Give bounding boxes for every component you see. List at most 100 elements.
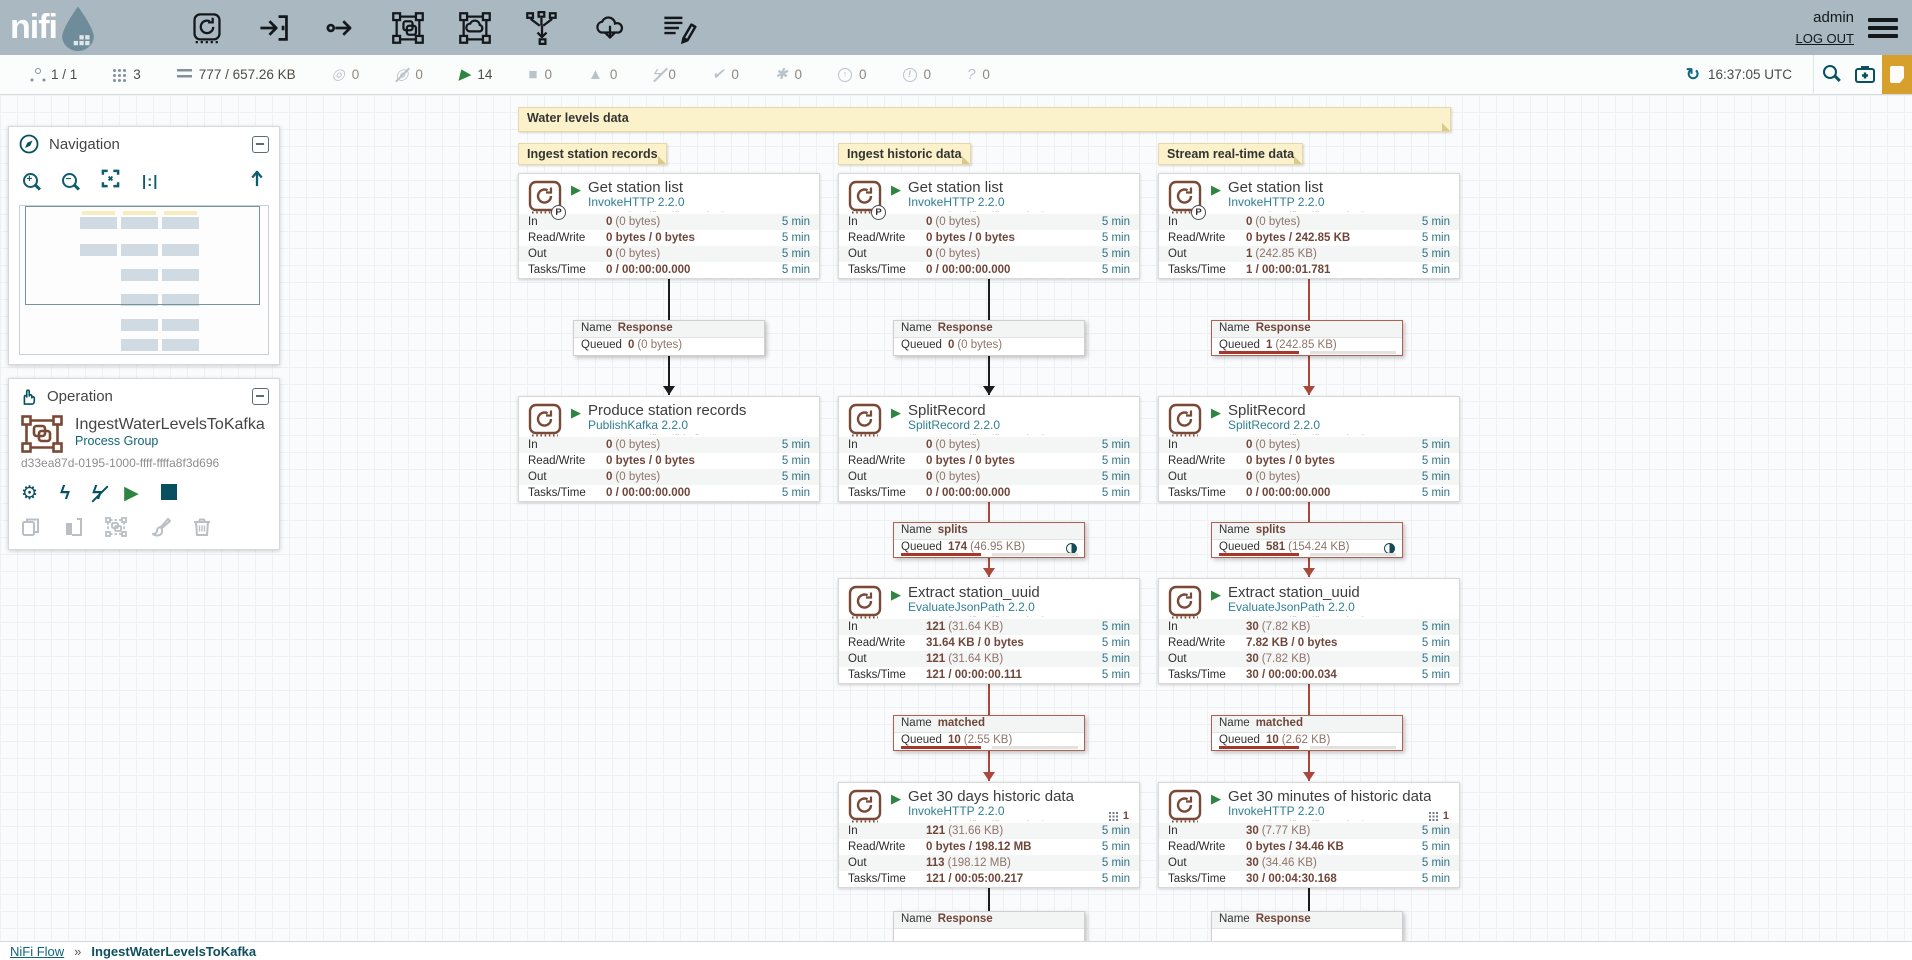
stat-row-read-write: Read/Write 0 bytes / 0 bytes 5 min bbox=[1168, 455, 1450, 467]
zoom-in-button[interactable]: + bbox=[23, 172, 40, 190]
delete-button[interactable] bbox=[193, 517, 211, 542]
collapse-navigation-button[interactable] bbox=[252, 135, 269, 153]
stat-row-read-write: Read/Write 0 bytes / 0 bytes 5 min bbox=[848, 232, 1130, 244]
remote-process-group-tool-icon[interactable] bbox=[458, 11, 492, 45]
stat-row-out: Out 0 (0 bytes) 5 min bbox=[1159, 469, 1459, 485]
breadcrumb: NiFi Flow » IngestWaterLevelsToKafka bbox=[0, 941, 1912, 960]
zoom-out-button[interactable]: − bbox=[62, 172, 79, 190]
processor-card[interactable]: P Produce station records PublishKafka 2… bbox=[518, 396, 820, 502]
app-header: nifi admin LOG OUT bbox=[0, 0, 1912, 55]
bolt-slash-icon: ϟ bbox=[653, 65, 662, 83]
processor-card[interactable]: P Get 30 days historic data InvokeHTTP 2… bbox=[838, 782, 1140, 888]
cluster-icon bbox=[30, 67, 44, 82]
start-button[interactable]: ▶ bbox=[124, 482, 139, 504]
warning-icon: ▲ bbox=[588, 65, 603, 83]
enable-button[interactable]: ϟ bbox=[60, 482, 71, 504]
active-threads: 3 bbox=[113, 67, 141, 82]
funnel-tool-icon[interactable] bbox=[525, 10, 559, 45]
primary-node-badge: P bbox=[871, 205, 886, 220]
first-aid-kit-button[interactable] bbox=[1848, 55, 1882, 94]
processor-icon: P bbox=[527, 179, 566, 220]
canvas-label-banner[interactable]: Water levels data bbox=[518, 107, 1451, 132]
connection-label[interactable]: Name Response bbox=[893, 911, 1085, 941]
search-button[interactable] bbox=[1814, 55, 1848, 94]
minimap-viewport[interactable] bbox=[25, 206, 260, 305]
refresh-icon[interactable]: ↻ bbox=[1685, 64, 1700, 84]
zoom-actual-button[interactable]: |:| bbox=[142, 172, 159, 190]
processor-card[interactable]: P Extract station_uuid EvaluateJsonPath … bbox=[838, 578, 1140, 684]
group-button[interactable] bbox=[105, 517, 127, 542]
connection-arrow-icon bbox=[1303, 386, 1315, 395]
connection-label[interactable]: Name Response Queued 0 (0 bytes) bbox=[573, 320, 765, 356]
processor-card[interactable]: P Get 30 minutes of historic data Invoke… bbox=[1158, 782, 1460, 888]
configure-button[interactable]: ⚙ bbox=[21, 482, 39, 504]
stop-icon: ■ bbox=[528, 65, 538, 83]
stat-row-out: Out 0 (0 bytes) 5 min bbox=[839, 246, 1139, 262]
stat-row-tasks-time: Tasks/Time 1 / 00:00:01.781 5 min bbox=[1168, 264, 1450, 276]
copy-button[interactable] bbox=[21, 517, 41, 542]
processor-tool-icon[interactable] bbox=[190, 11, 224, 45]
threads-icon bbox=[1108, 811, 1118, 821]
stat-row-in: In 0 (0 bytes) 5 min bbox=[519, 437, 819, 453]
connection-label[interactable]: Name Response Queued 1 (242.85 KB) bbox=[1211, 320, 1403, 356]
processor-bundle: org.apache.nifi - nifi-standard-nar bbox=[908, 615, 1063, 617]
connection-label[interactable]: Name matched Queued 10 (2.55 KB) bbox=[893, 715, 1085, 751]
processor-bundle: org.apache.nifi - nifi-standard-nar bbox=[1228, 615, 1383, 617]
paste-button[interactable] bbox=[63, 517, 83, 542]
zoom-fit-button[interactable] bbox=[101, 169, 120, 193]
disable-button[interactable]: ϟ bbox=[92, 482, 103, 504]
zoom-selection-button[interactable] bbox=[249, 169, 265, 193]
collapse-operation-button[interactable] bbox=[252, 387, 269, 405]
minimap[interactable] bbox=[19, 205, 269, 355]
process-group-tool-icon[interactable] bbox=[391, 11, 425, 45]
flow-canvas[interactable]: Water levels data Ingest station records… bbox=[0, 95, 1912, 941]
notes-button[interactable] bbox=[1882, 55, 1912, 94]
stat-row-tasks-time: Tasks/Time 0 / 00:00:00.000 5 min bbox=[848, 487, 1130, 499]
canvas-label-group[interactable]: Ingest historic data bbox=[838, 143, 971, 165]
connection-label[interactable]: Name splits Queued 174 (46.95 KB) bbox=[893, 522, 1085, 558]
connection-arrow-icon bbox=[983, 568, 995, 577]
processor-name: Get 30 minutes of historic data bbox=[1228, 788, 1432, 805]
stat-row-out: Out 30 (7.82 KB) 5 min bbox=[1159, 651, 1459, 667]
logout-link[interactable]: LOG OUT bbox=[1795, 31, 1854, 46]
stat-row-in: In 0 (0 bytes) 5 min bbox=[839, 437, 1139, 453]
operation-panel: Operation IngestWaterLevelsToKafka Proce… bbox=[8, 378, 280, 550]
connection-queued-row: Queued 10 (2.62 KB) bbox=[1212, 733, 1402, 750]
stop-button[interactable] bbox=[160, 482, 177, 505]
processor-card[interactable]: P Get station list InvokeHTTP 2.2.0 org.… bbox=[838, 173, 1140, 279]
connection-label[interactable]: Name Response Queued 0 (0 bytes) bbox=[893, 320, 1085, 356]
processor-card[interactable]: P Get station list InvokeHTTP 2.2.0 org.… bbox=[1158, 173, 1460, 279]
processor-card[interactable]: P Get station list InvokeHTTP 2.2.0 org.… bbox=[518, 173, 820, 279]
processor-card[interactable]: P Extract station_uuid EvaluateJsonPath … bbox=[1158, 578, 1460, 684]
breadcrumb-current: IngestWaterLevelsToKafka bbox=[91, 943, 257, 959]
canvas-label-group[interactable]: Stream real-time data bbox=[1158, 143, 1304, 165]
connection-label[interactable]: Name splits Queued 581 (154.24 KB) bbox=[1211, 522, 1403, 558]
processor-name: Get station list bbox=[588, 179, 684, 196]
navigation-title: Navigation bbox=[49, 135, 120, 153]
connection-name-row: Name Response bbox=[574, 321, 764, 338]
processor-name: Get station list bbox=[908, 179, 1004, 196]
connection-label[interactable]: Name matched Queued 10 (2.62 KB) bbox=[1211, 715, 1403, 751]
processor-icon: P bbox=[847, 402, 883, 438]
question-icon: ? bbox=[967, 65, 976, 83]
color-button[interactable] bbox=[149, 517, 172, 542]
queue-icon bbox=[176, 68, 192, 81]
processor-card[interactable]: P SplitRecord SplitRecord 2.2.0 org.apac… bbox=[838, 396, 1140, 502]
total-queued: 777 / 657.26 KB bbox=[176, 67, 296, 82]
input-port-tool-icon[interactable] bbox=[257, 11, 291, 45]
running-status-icon bbox=[1211, 182, 1221, 212]
stat-row-out: Out 0 (0 bytes) 5 min bbox=[519, 469, 819, 485]
breadcrumb-root-link[interactable]: NiFi Flow bbox=[10, 943, 65, 959]
output-port-tool-icon[interactable] bbox=[324, 11, 358, 45]
processor-card[interactable]: P SplitRecord SplitRecord 2.2.0 org.apac… bbox=[1158, 396, 1460, 502]
label-tool-icon[interactable] bbox=[661, 11, 697, 45]
connection-name-row: Name splits bbox=[1212, 523, 1402, 540]
download-flow-tool-icon[interactable] bbox=[592, 11, 628, 45]
global-menu-icon[interactable] bbox=[1868, 14, 1898, 42]
connection-queued-row bbox=[1212, 929, 1402, 941]
stat-row-tasks-time: Tasks/Time 0 / 00:00:00.000 5 min bbox=[1168, 487, 1450, 499]
processor-icon: P bbox=[1167, 179, 1206, 220]
connection-label[interactable]: Name Response bbox=[1211, 911, 1403, 941]
processor-bundle: org.apache.nifi - nifi-kafka-nar bbox=[588, 433, 746, 435]
canvas-label-group[interactable]: Ingest station records bbox=[518, 143, 667, 165]
